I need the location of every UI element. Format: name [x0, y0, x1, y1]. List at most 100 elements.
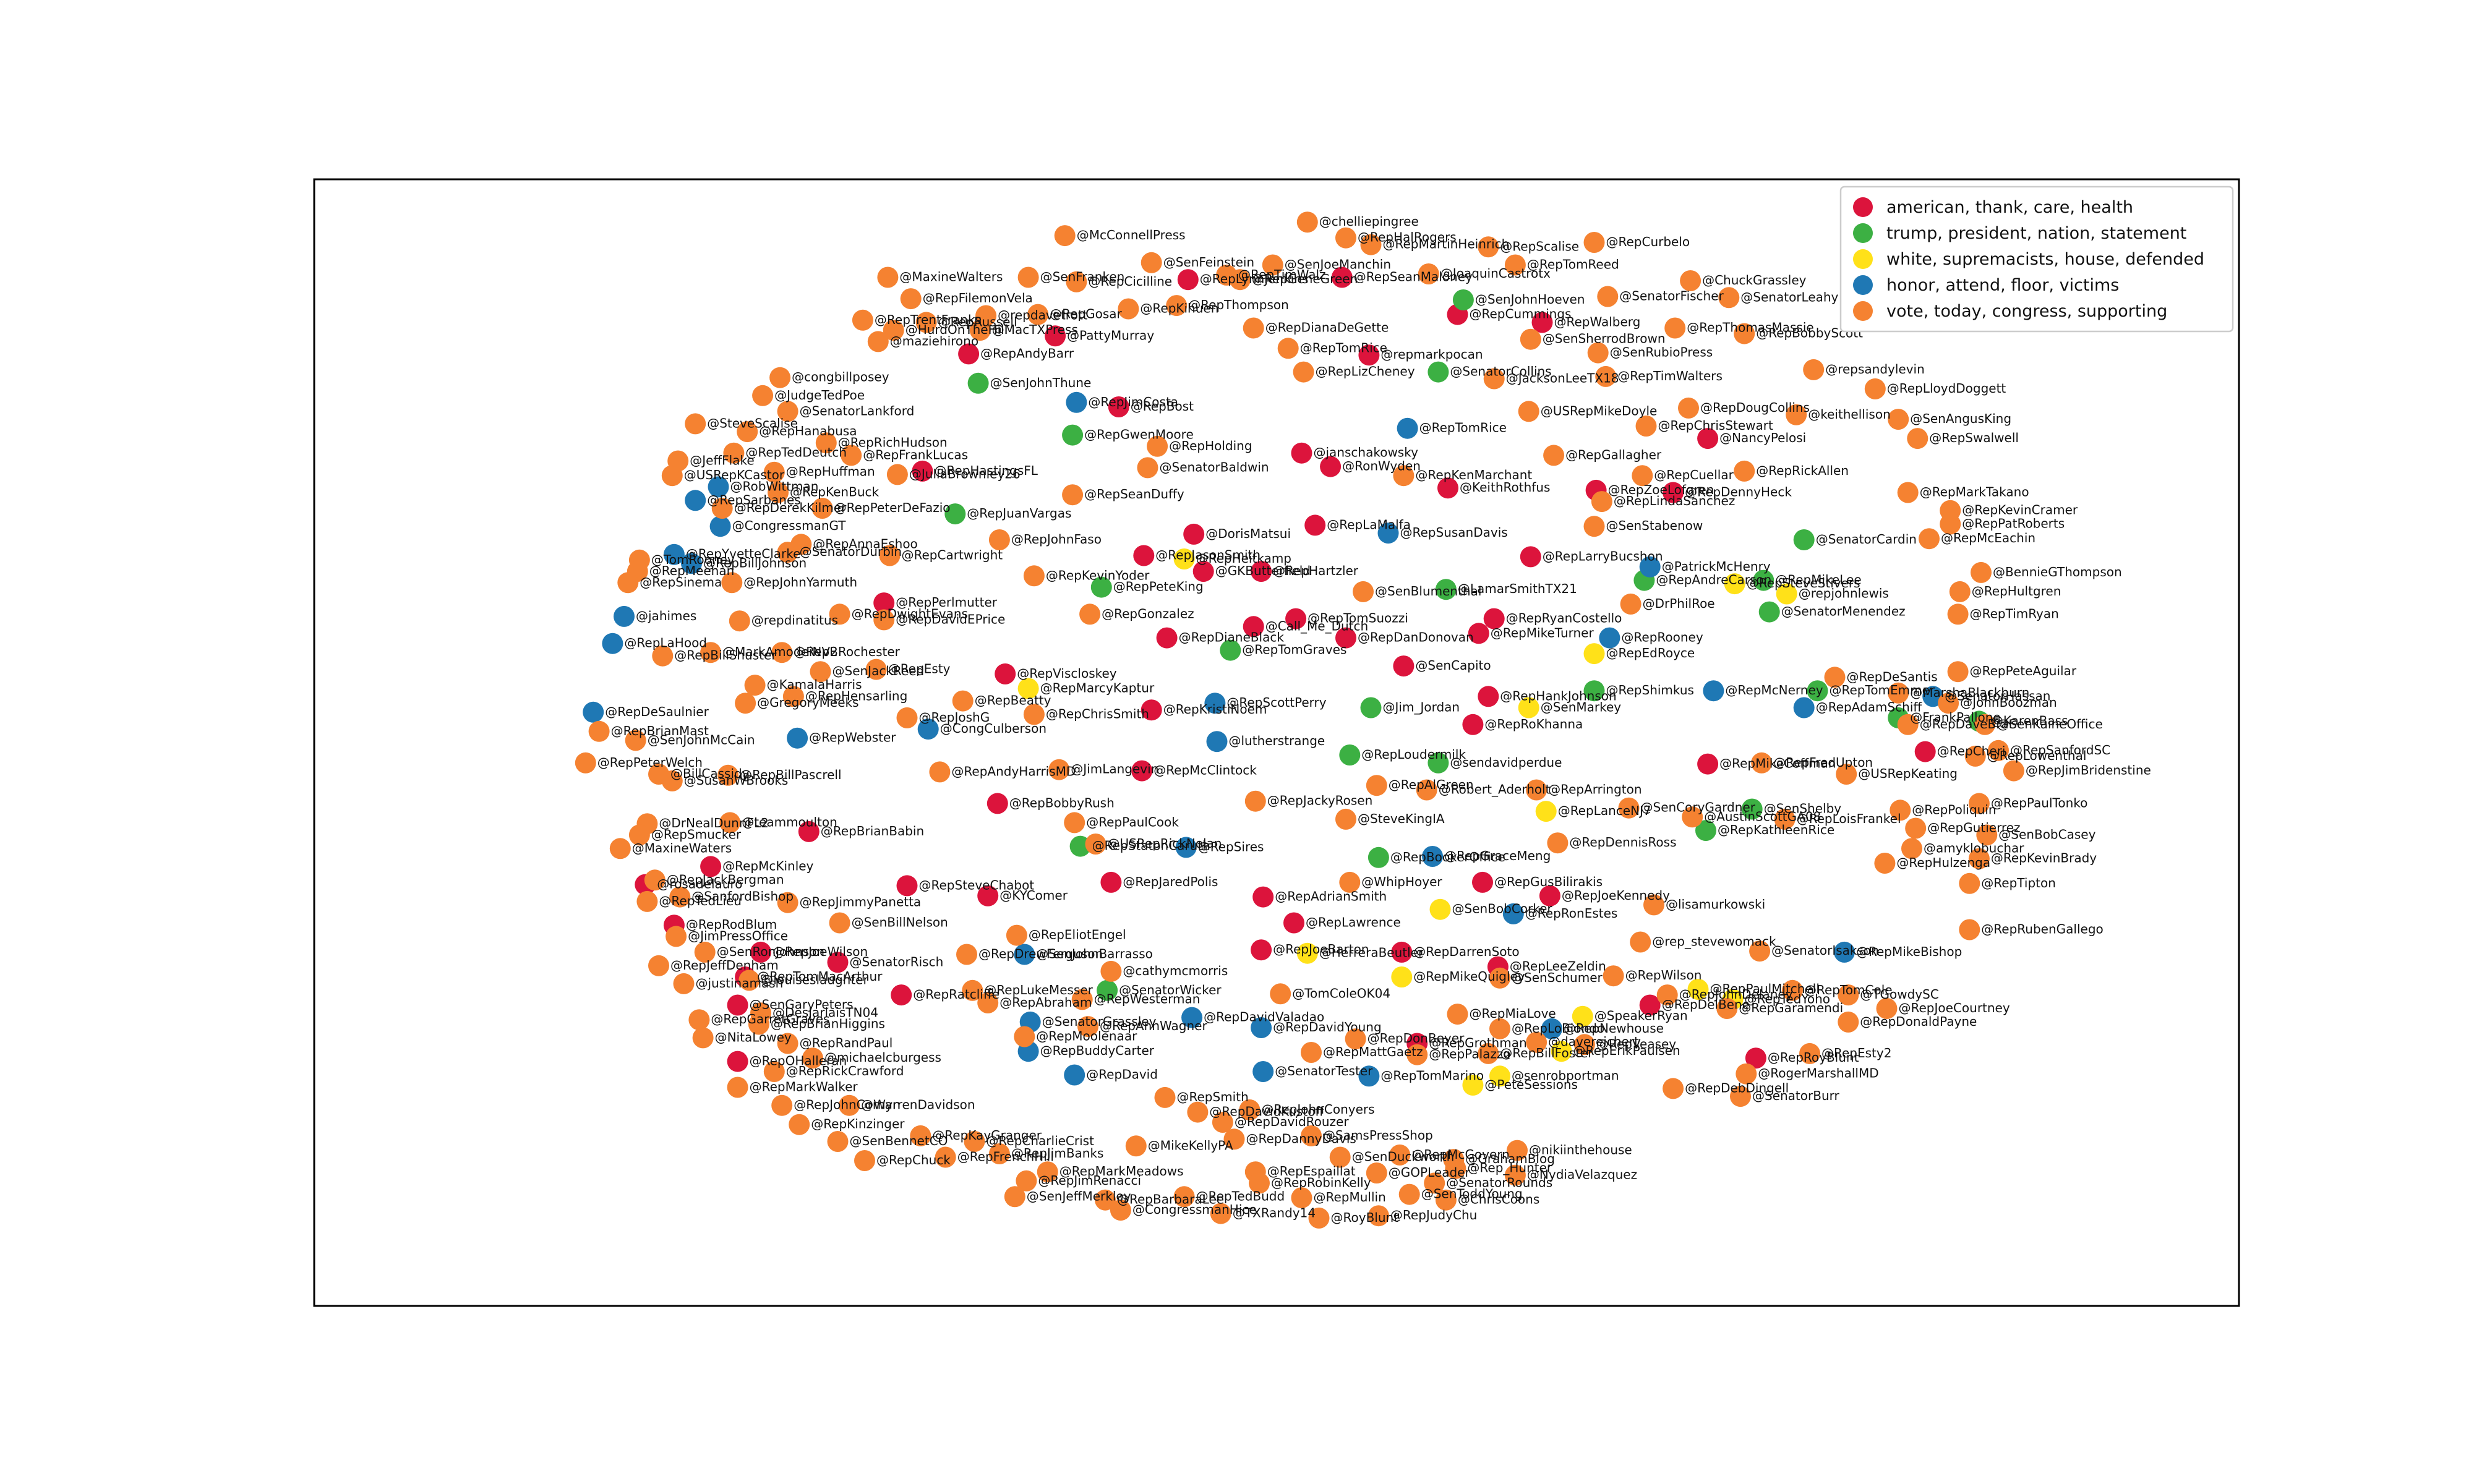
point-label: @RepFilemonVela [923, 291, 1033, 305]
scatter-point [1406, 1044, 1428, 1065]
point-label: @Robert_Aderholt [1439, 782, 1551, 797]
point-label: @RepLoudermilk [1361, 747, 1466, 762]
point-label: @RepLowenthal [1987, 748, 2087, 763]
scatter-point [1244, 790, 1266, 812]
scatter-point [1680, 270, 1701, 291]
point-label: @RepDavidKustoff [1209, 1104, 1324, 1119]
point-label: @TGowdySC [1860, 987, 1939, 1002]
point-label: @justinamash [696, 976, 784, 991]
scatter-point [1751, 752, 1773, 774]
scatter-point [1175, 837, 1197, 858]
point-label: @RepCicilline [1088, 274, 1172, 289]
point-label: @SenCapito [1415, 658, 1491, 673]
scatter-point [609, 838, 631, 859]
scatter-point [1730, 1086, 1751, 1107]
point-label: @TXRandy14 [1233, 1206, 1316, 1221]
scatter-point [688, 1009, 710, 1031]
point-label: @RepAdamSchiff [1816, 700, 1923, 715]
scatter-point [1251, 1017, 1272, 1038]
scatter-point [829, 912, 850, 934]
point-label: @WhipHoyer [1361, 874, 1442, 889]
point-label: @RepBost [1131, 399, 1194, 414]
point-label: @RepBillFoster [1500, 1046, 1593, 1060]
scatter-point [1212, 1112, 1233, 1133]
point-label: @senrobportman [1512, 1068, 1619, 1083]
scatter-point [1504, 1164, 1526, 1186]
point-label: @RepDennyHeck [1685, 485, 1792, 500]
scatter-point [1741, 798, 1763, 820]
point-label: @janschakowsky [1314, 445, 1419, 460]
scatter-point [827, 952, 849, 973]
scatter-point [886, 464, 908, 485]
scatter-point [1443, 1149, 1465, 1171]
point-label: @SteveScalise [707, 416, 798, 430]
point-label: @RepGwenMoore [1084, 427, 1194, 442]
scatter-point [1335, 627, 1356, 649]
point-label: @RepSanfordSC [2010, 743, 2110, 757]
scatter-point [896, 707, 918, 728]
point-label: @RepDavidValadao [1204, 1010, 1324, 1025]
point-label: @RepThomasMassie [1687, 320, 1814, 335]
scatter-point [575, 752, 596, 774]
point-label: @SenBillNelson [852, 915, 948, 930]
point-label: @keithellison [1808, 407, 1891, 422]
scatter-point [1037, 1161, 1058, 1183]
scatter-point [719, 812, 741, 834]
scatter-point [929, 761, 951, 783]
point-label: @RepYvetteClarke [686, 547, 801, 561]
scatter-point [711, 498, 733, 519]
scatter-point [1110, 1200, 1131, 1221]
point-label: @RepMikeQuigley [1413, 969, 1525, 984]
point-label: @RepJohnDelaney [1679, 987, 1793, 1002]
point-label: @maziehirono [890, 333, 978, 348]
point-label: @amyklobuchar [1924, 840, 2024, 855]
point-label: @RepSteveStivers [1747, 576, 1860, 591]
scatter-point [763, 1061, 785, 1082]
scatter-point [1131, 760, 1153, 782]
point-label: @JeffFlake [690, 453, 754, 468]
point-label: @RepHanabusa [759, 424, 857, 438]
scatter-point [1807, 680, 1828, 702]
point-label: @RepTedYoho [1745, 991, 1831, 1006]
point-label: @RepBrianMast [611, 723, 709, 738]
point-label: @RepTipton [1981, 876, 2056, 890]
point-label: @RepPeterWelch [597, 755, 703, 770]
scatter-point [1377, 522, 1399, 544]
scatter-point [1776, 583, 1797, 605]
point-label: @RepTomRice [1300, 340, 1387, 355]
point-label: @RepDeSaulnier [605, 704, 709, 719]
point-label: @RepKihuen [1140, 301, 1218, 316]
scatter-point [1678, 397, 1699, 419]
point-label: @RepGarretGraves [711, 1012, 829, 1026]
point-label: @RepJaredPolis [1123, 874, 1218, 889]
point-label: @RepMullin [1314, 1190, 1386, 1205]
scatter-point [1045, 325, 1066, 347]
scatter-point [1595, 365, 1617, 387]
point-label: @RepDonBeyer [1368, 1031, 1465, 1046]
point-label: @RepTedBudd [1196, 1188, 1285, 1203]
scatter-point [583, 701, 604, 723]
point-label: @RepJohnYarmuth [743, 574, 857, 589]
scatter-point [915, 312, 937, 333]
scatter-point [729, 610, 750, 632]
point-label: @RepChuck [876, 1153, 951, 1167]
scatter-point [1339, 871, 1361, 893]
point-label: @RepMcNerney [1725, 683, 1823, 697]
point-label: @RepKevinBrady [1991, 851, 2097, 866]
point-label: @DorisMatsui [1205, 526, 1291, 541]
point-label: @RepMikeCoffman [1719, 756, 1836, 771]
point-label: @RepPeteAguilar [1970, 663, 2077, 678]
scatter-point [1048, 759, 1070, 780]
scatter-point [1543, 445, 1565, 466]
scatter-point [839, 1094, 860, 1116]
legend-marker [1853, 275, 1873, 295]
point-label: @RepRickAllen [1756, 463, 1849, 478]
point-label: @RepCheri [1937, 744, 2006, 759]
point-label: @JoaquinCastrotx [1440, 266, 1551, 281]
scatter-point [1947, 603, 1969, 625]
scatter-point [708, 476, 729, 498]
scatter-point [1905, 817, 1927, 839]
point-label: @SenJohnMcCain [648, 732, 755, 747]
scatter-point [854, 1150, 875, 1171]
scatter-point [1251, 561, 1272, 582]
